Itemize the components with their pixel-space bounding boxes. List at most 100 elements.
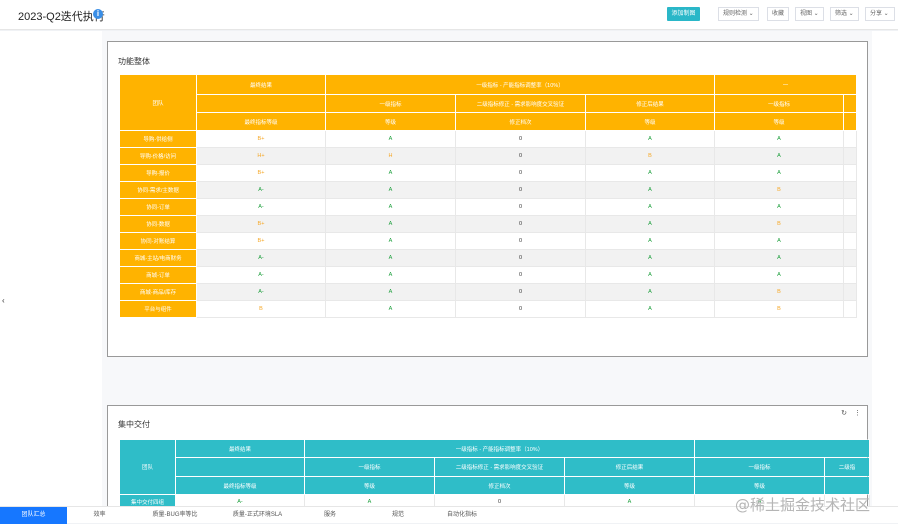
correction-cell: 0 (455, 300, 586, 318)
level1-metric-header: 一级指标 - 产能指标调整率（10%） (325, 74, 715, 95)
level2-indicator-header: 二级指 (824, 457, 870, 477)
final-grade-cell: A- (196, 283, 326, 301)
team-cell: 协同-需求/主数据 (119, 181, 197, 199)
collapse-sidebar-icon[interactable]: ‹ (2, 296, 5, 305)
grade-cell: A (325, 232, 456, 250)
grade-cell: A (585, 283, 715, 301)
top-bar: 2023-Q2迭代执行 i 添加制图 规则检测 ⌄ 收藏 视图 ⌄ 筛选 ⌄ 分… (0, 0, 898, 30)
sidebar: ‹ (0, 31, 102, 506)
grade-header: 等级 (564, 476, 695, 495)
correction-cell: 0 (455, 249, 586, 267)
table-row: 导购-供给侧 B+ A 0 A A (119, 130, 858, 148)
table-row: 协同-需求/主数据 A- A 0 A B (119, 181, 858, 199)
team-cell: 导购-供给侧 (119, 130, 197, 148)
grade-cell: A (585, 198, 715, 216)
more-icon[interactable]: ⋮ (854, 410, 861, 417)
grade-cell: B (714, 215, 844, 233)
final-grade-cell: B+ (196, 130, 326, 148)
table-row: 协同-对账结算 B+ A 0 A A (119, 232, 858, 250)
level1-indicator-header: 一级指标 (325, 94, 456, 113)
grade-header: 等级 (585, 112, 715, 131)
correction-cell: 0 (455, 164, 586, 182)
grade-cell: A (714, 130, 844, 148)
final-grade-cell: A- (196, 181, 326, 199)
tab-efficiency[interactable]: 效率 (93, 512, 106, 518)
tab-team-summary[interactable]: 团队汇总 (0, 507, 67, 524)
grade-cell: A (714, 249, 844, 267)
grade-cell: A (585, 266, 715, 284)
grade-cell: H (325, 147, 456, 165)
team-cell: 商城-订单 (119, 266, 197, 284)
tab-standards[interactable]: 规范 (391, 512, 404, 518)
team-header: 团队 (119, 439, 176, 495)
final-grade-cell: H+ (196, 147, 326, 165)
grade-cell: A (585, 249, 715, 267)
level2-correction-header: 二级指标修正 - 需求影响度交叉验证 (434, 457, 565, 477)
team-cell: 平台与组件 (119, 300, 197, 318)
table-row: 协同-订单 A- A 0 A A (119, 198, 858, 216)
correction-cell: 0 (455, 232, 586, 250)
refresh-icon[interactable]: ↻ (841, 410, 848, 417)
add-chart-button[interactable]: 添加制图 (667, 7, 700, 21)
table-row: 协同-数据 B+ A 0 A B (119, 215, 858, 233)
info-icon[interactable]: i (93, 9, 103, 19)
correction-cell: 0 (455, 147, 586, 165)
grade-cell: A (714, 266, 844, 284)
level1-indicator-header: 一级指标 (304, 457, 435, 477)
grade-header: 等级 (694, 476, 825, 495)
final-result-header: 最终结果 (196, 74, 326, 95)
card-feature-overall: 功能整体 团队 最终结果 一级指标 - 产能指标调整率（10%） 一 一级指标 … (107, 41, 868, 357)
final-result-header: 最终结果 (175, 439, 305, 458)
view-dropdown[interactable]: 视图 ⌄ (795, 7, 824, 21)
grade-cell: A (325, 300, 456, 318)
grade-cell: A (325, 266, 456, 284)
table-row: 集中交付四组 A- A 0 A A (119, 494, 870, 509)
level2-correction-header: 二级指标修正 - 需求影响度交叉验证 (455, 94, 586, 113)
grade-cell: A (585, 181, 715, 199)
correction-cell: 0 (455, 266, 586, 284)
tab-service[interactable]: 服务 (323, 512, 336, 518)
table-row: 商城-商品/库存 A- A 0 A B (119, 283, 858, 301)
final-grade-header: 最终指标等级 (196, 112, 326, 131)
tab-quality-sla[interactable]: 质量-正式环境SLA (232, 512, 283, 518)
level1-indicator-header-2: 一级指标 (694, 457, 825, 477)
grade-cell: B (714, 283, 844, 301)
grade-cell: A (714, 164, 844, 182)
final-grade-cell: B+ (196, 164, 326, 182)
correction-cell: 0 (455, 215, 586, 233)
tab-automation[interactable]: 自动化指标 (446, 512, 477, 518)
card-title: 功能整体 (118, 57, 150, 66)
right-gutter (872, 31, 898, 506)
tab-quality-bug-ratio[interactable]: 质量-BUG率等比 (152, 512, 198, 518)
filter-dropdown[interactable]: 筛选 ⌄ (830, 7, 859, 21)
team-cell: 集中交付四组 (119, 494, 176, 509)
level1-indicator-header-2: 一级指标 (714, 94, 844, 113)
grade-cell: A (325, 164, 456, 182)
final-grade-cell: B (196, 300, 326, 318)
grade-cell: A (585, 215, 715, 233)
grade-cell: A (585, 130, 715, 148)
grade-cell: B (585, 147, 715, 165)
grade-cell: A (585, 164, 715, 182)
card-centralized-delivery: 集中交付 ↻ ⋮ 团队 最终结果 一级指标 - 产能指标调整率（10%） 一级指… (107, 405, 870, 515)
share-dropdown[interactable]: 分享 ⌄ (865, 7, 895, 21)
metrics-table: 团队 最终结果 一级指标 - 产能指标调整率（10%） 一级指标 二级指标修正 … (119, 439, 870, 509)
rule-check-dropdown[interactable]: 规则检测 ⌄ (718, 7, 759, 21)
grade-cell: A (714, 198, 844, 216)
correction-level-header: 修正档次 (455, 112, 586, 131)
correction-level-header: 修正档次 (434, 476, 565, 495)
grade-cell: A (325, 215, 456, 233)
team-cell: 协同-订单 (119, 198, 197, 216)
team-cell: 协同-数据 (119, 215, 197, 233)
page-title: 2023-Q2迭代执行 (18, 11, 105, 23)
corrected-result-header: 修正后结果 (585, 94, 715, 113)
team-cell: 商城-主站/电商财务 (119, 249, 197, 267)
correction-cell: 0 (455, 130, 586, 148)
team-cell: 商城-商品/库存 (119, 283, 197, 301)
grade-cell: A (325, 249, 456, 267)
table-row: 平台与组件 B A 0 A B (119, 300, 858, 318)
grade-header: 等级 (714, 112, 844, 131)
grade-header: 等级 (304, 476, 435, 495)
favorite-button[interactable]: 收藏 (767, 7, 790, 21)
grade-cell: A (325, 198, 456, 216)
